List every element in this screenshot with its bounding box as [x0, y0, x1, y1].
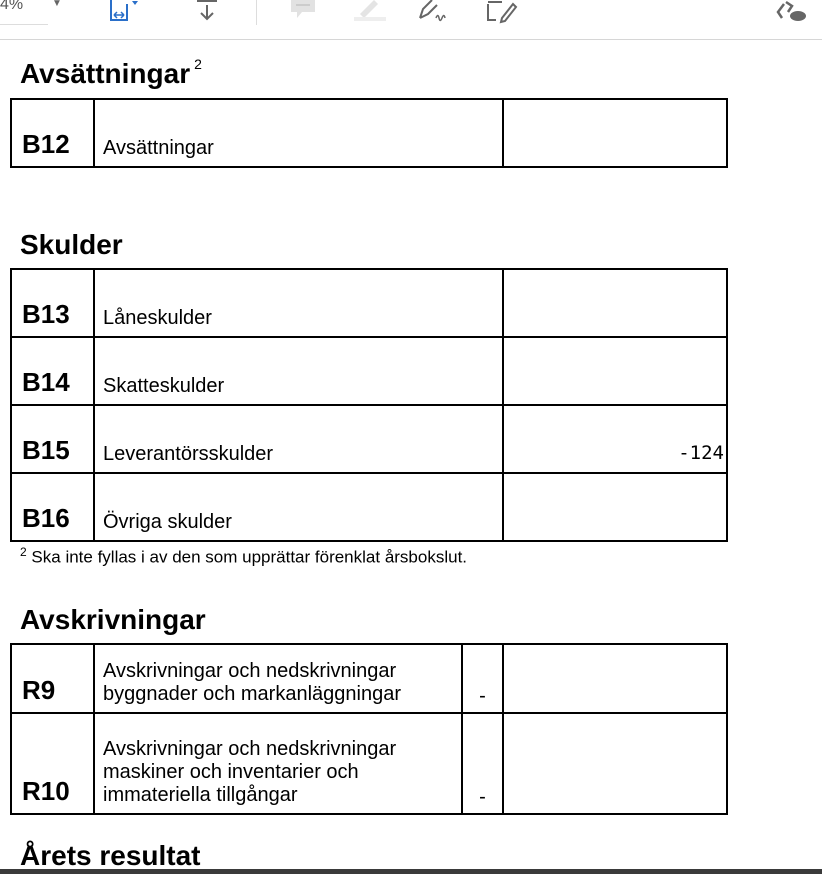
sign-cell: -: [461, 712, 504, 815]
sign-cell: -: [461, 643, 504, 714]
provisions-title: Avsättningar: [20, 58, 191, 89]
liabilities-table: B13 Låneskulder B14 Skatteskulder B15 Lever…: [10, 268, 728, 542]
value-field[interactable]: [502, 643, 728, 714]
fit-page-icon[interactable]: [108, 0, 138, 24]
value-field[interactable]: [502, 268, 728, 338]
row-label: Låneskulder: [93, 268, 504, 338]
table-row: R10 Avskrivningar och nedskrivningar mask…: [10, 712, 728, 815]
table-row: B15 Leverantörsskulder -124: [10, 404, 728, 474]
depreciation-heading: Avskrivningar: [20, 604, 206, 635]
value-field[interactable]: [502, 712, 728, 815]
zoom-underline: [0, 24, 48, 25]
depreciation-table: R9 Avskrivningar och nedskrivningar byggn…: [10, 643, 728, 815]
edit-icon[interactable]: [484, 0, 524, 24]
row-code: B12: [10, 98, 95, 168]
toolbar: 4% ▼: [0, 0, 822, 40]
row-label: Avsättningar: [93, 98, 504, 168]
footnote: 2 Ska inte fyllas i av den som upprättar…: [20, 545, 467, 568]
footnote-number: 2: [20, 545, 27, 559]
footnote-text: Ska inte fyllas i av den som upprättar f…: [31, 547, 468, 567]
row-label: Skatteskulder: [93, 336, 504, 406]
highlight-icon[interactable]: [352, 0, 388, 24]
row-code: B14: [10, 336, 95, 406]
row-label: Övriga skulder: [93, 472, 504, 542]
zoom-dropdown-icon[interactable]: ▼: [52, 0, 62, 9]
sign-icon[interactable]: [416, 0, 456, 24]
value-field[interactable]: [502, 472, 728, 542]
value-field[interactable]: -124: [502, 404, 728, 474]
row-code: R9: [10, 643, 95, 714]
row-code: B13: [10, 268, 95, 338]
row-code: B15: [10, 404, 95, 474]
provisions-heading: Avsättningar 2: [20, 56, 202, 90]
table-row: B14 Skatteskulder: [10, 336, 728, 406]
value-field[interactable]: [502, 336, 728, 406]
toolbar-divider: [256, 0, 257, 25]
table-row: B16 Övriga skulder: [10, 472, 728, 542]
comment-icon[interactable]: [288, 0, 318, 24]
table-row: B13 Låneskulder: [10, 268, 728, 338]
zoom-level[interactable]: 4%: [0, 0, 24, 13]
table-row: B12 Avsättningar: [10, 98, 728, 168]
table-row: R9 Avskrivningar och nedskrivningar byggn…: [10, 643, 728, 714]
footnote-ref: 2: [194, 56, 202, 72]
row-label: Avskrivningar och nedskrivningar maskine…: [93, 712, 463, 815]
value-field[interactable]: [502, 98, 728, 168]
row-label: Leverantörsskulder: [93, 404, 504, 474]
provisions-table: B12 Avsättningar: [10, 98, 728, 168]
liabilities-heading: Skulder: [20, 229, 123, 260]
row-code: B16: [10, 472, 95, 542]
share-link-icon[interactable]: [772, 0, 812, 24]
row-label: Avskrivningar och nedskrivningar byggnad…: [93, 643, 463, 714]
download-icon[interactable]: [196, 0, 218, 24]
bottom-bar: [0, 869, 822, 874]
row-code: R10: [10, 712, 95, 815]
result-heading: Årets resultat: [20, 840, 201, 871]
